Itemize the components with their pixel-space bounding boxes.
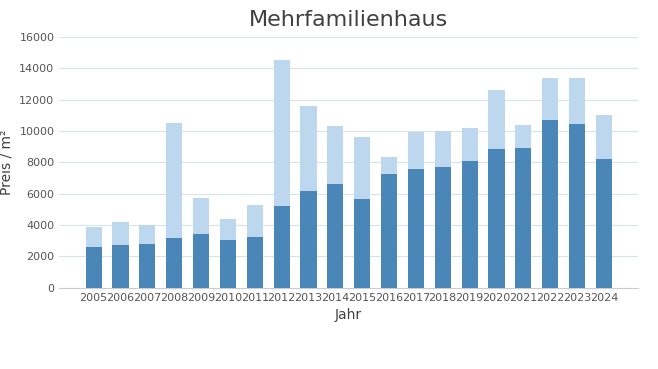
Bar	[220, 240, 236, 288]
Bar	[86, 247, 101, 288]
Bar	[381, 157, 397, 288]
Bar	[327, 183, 343, 288]
Bar	[354, 137, 370, 288]
Bar	[274, 61, 290, 288]
Bar	[596, 159, 612, 288]
Bar	[381, 174, 397, 288]
Bar	[247, 237, 263, 288]
Bar	[86, 227, 101, 288]
Bar	[301, 106, 316, 288]
Bar	[193, 235, 209, 288]
Bar	[274, 206, 290, 288]
Bar	[461, 128, 478, 288]
Bar	[354, 199, 370, 288]
Bar	[193, 199, 209, 288]
Y-axis label: Preis / m²: Preis / m²	[0, 130, 14, 195]
Bar	[569, 124, 585, 288]
Bar	[488, 90, 505, 288]
Bar	[301, 190, 316, 288]
Bar	[488, 149, 505, 288]
Bar	[327, 126, 343, 288]
Bar	[569, 77, 585, 288]
Bar	[435, 131, 451, 288]
X-axis label: Jahr: Jahr	[335, 308, 363, 322]
Bar	[113, 245, 128, 288]
Bar	[408, 132, 424, 288]
Bar	[166, 238, 182, 288]
Bar	[542, 77, 558, 288]
Bar	[247, 205, 263, 288]
Title: Mehrfamilienhaus: Mehrfamilienhaus	[249, 10, 448, 30]
Bar	[515, 148, 532, 288]
Bar	[515, 125, 532, 288]
Bar	[596, 115, 612, 288]
Bar	[220, 219, 236, 288]
Bar	[435, 167, 451, 288]
Bar	[139, 225, 155, 288]
Bar	[408, 169, 424, 288]
Bar	[461, 161, 478, 288]
Bar	[166, 123, 182, 288]
Bar	[113, 222, 128, 288]
Bar	[139, 244, 155, 288]
Bar	[542, 120, 558, 288]
